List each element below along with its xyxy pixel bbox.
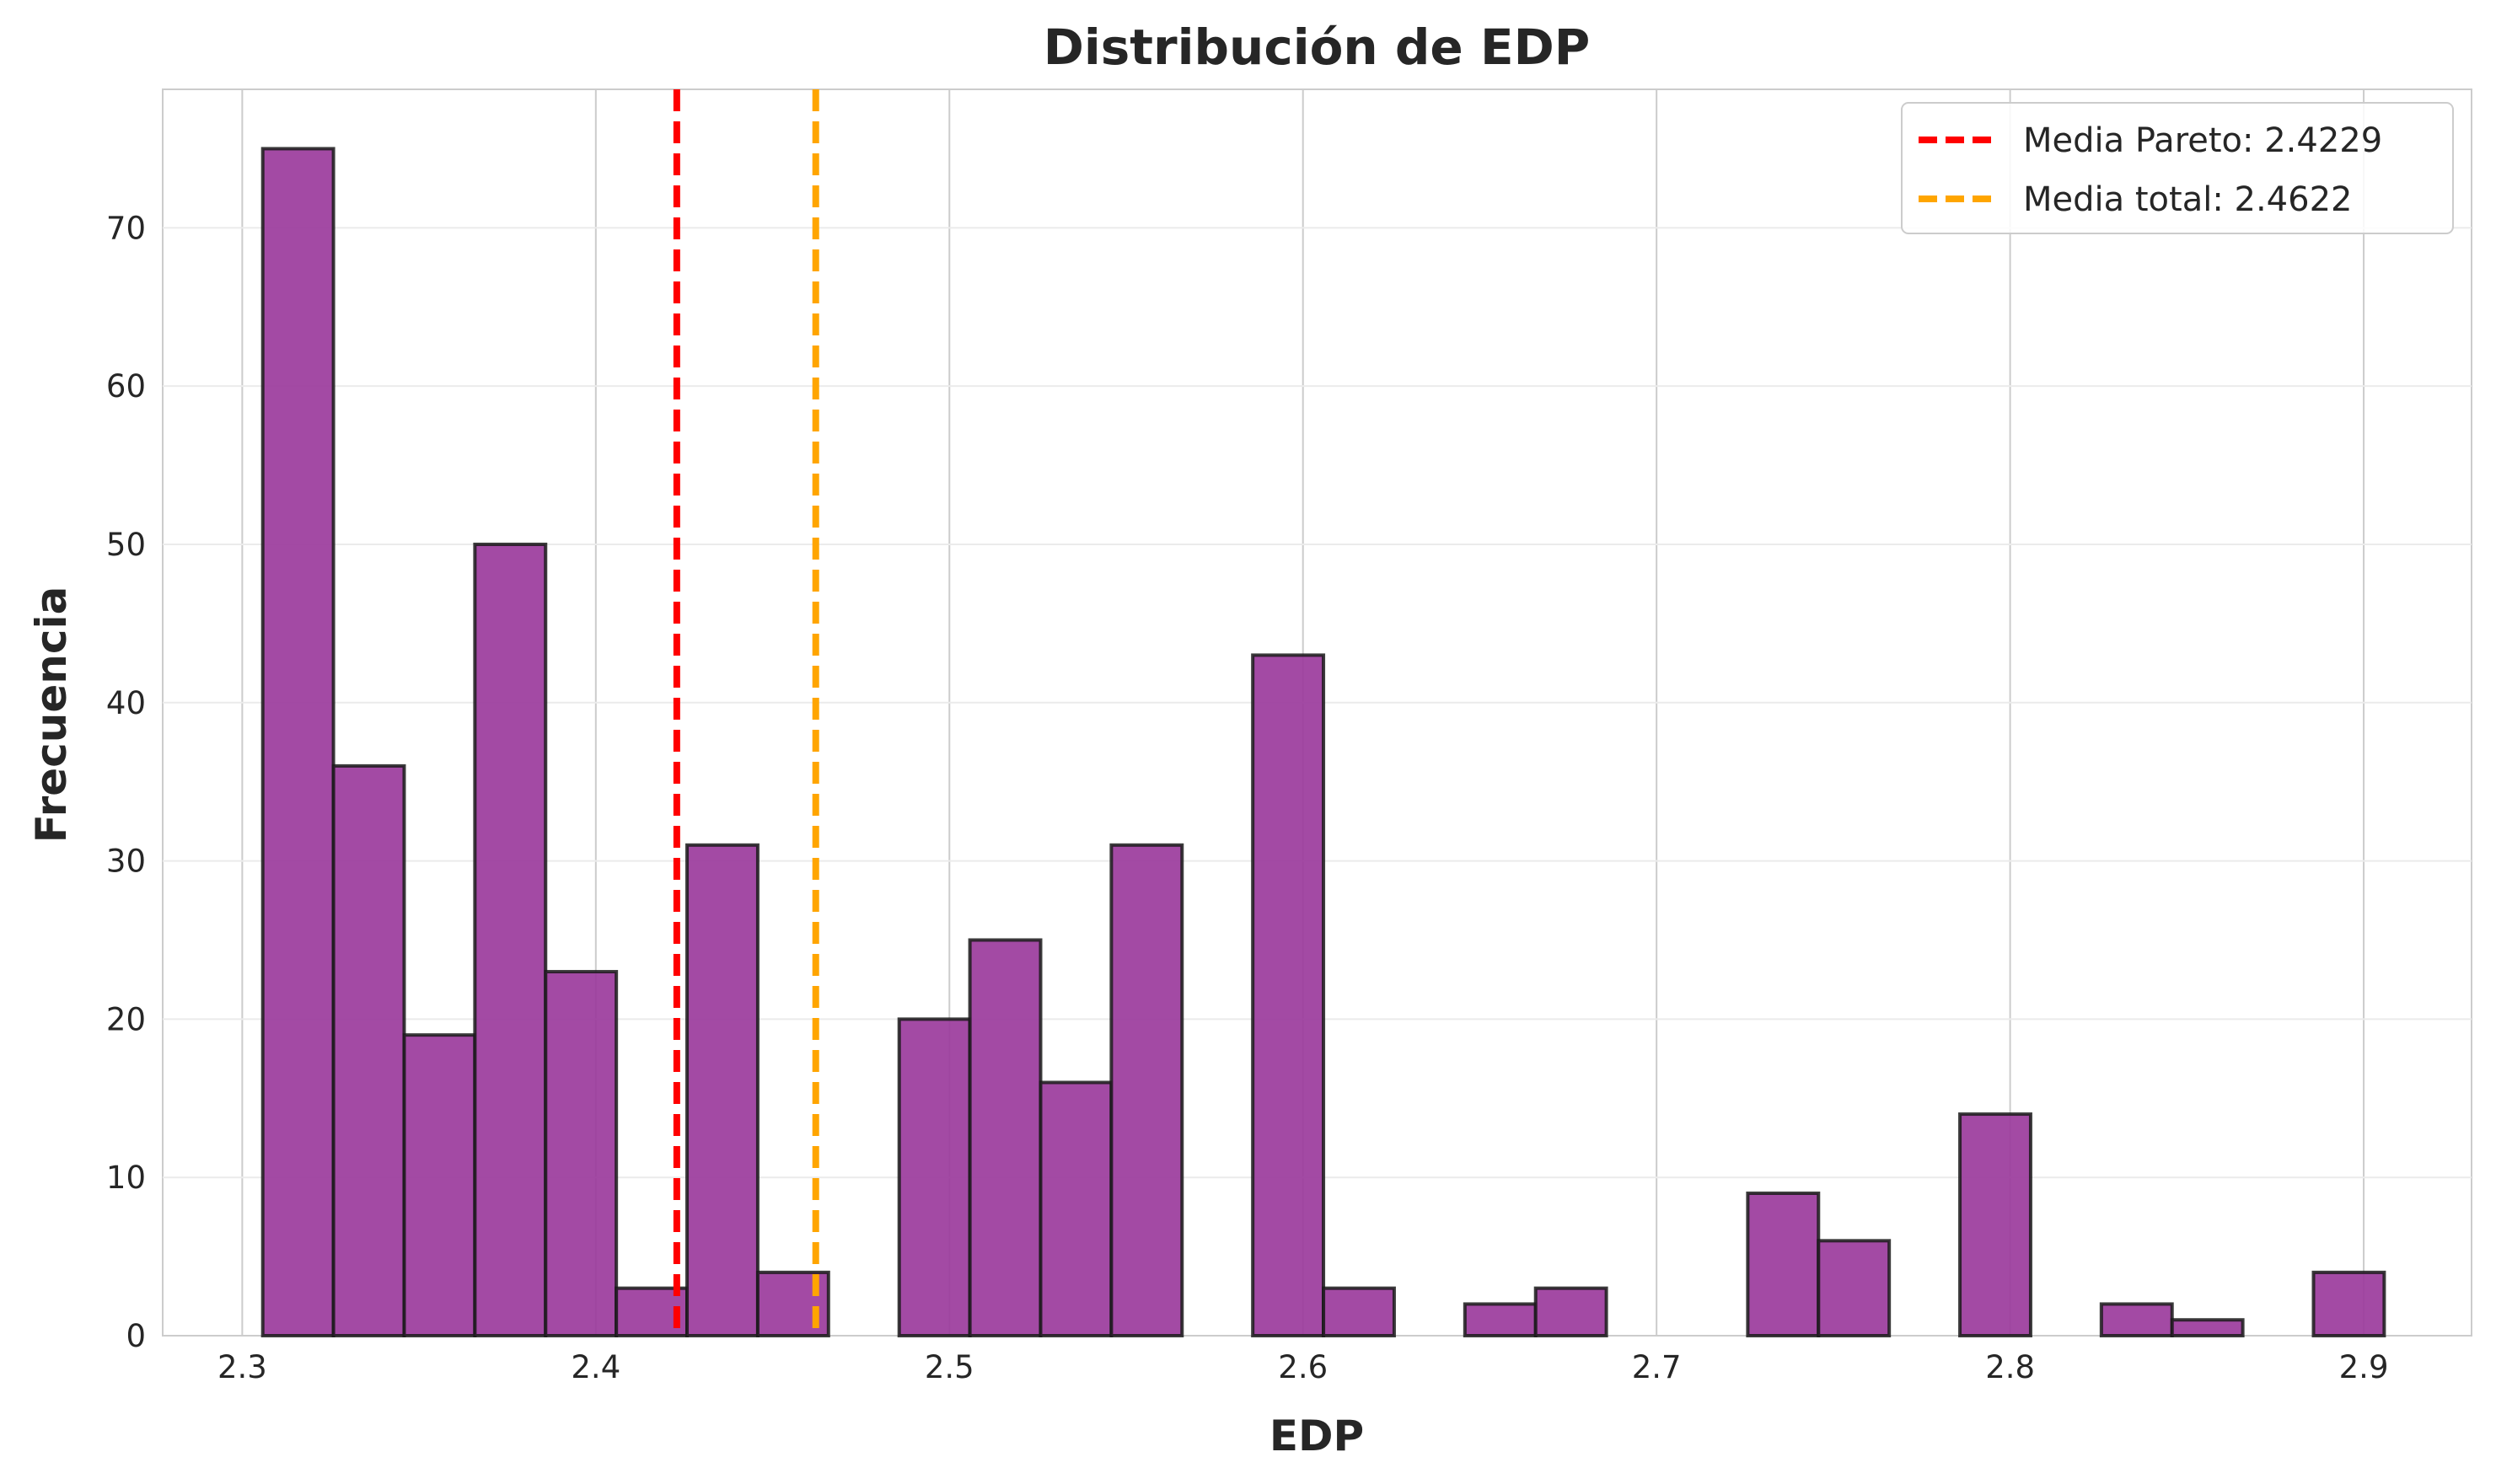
histogram-bar-12: [1109, 843, 1184, 1337]
x-tick-label-1: 2.4: [571, 1349, 620, 1385]
histogram-bars: [260, 147, 2386, 1338]
legend-box: [1901, 102, 2454, 234]
histogram-bar-10: [968, 938, 1043, 1337]
x-tick-label-5: 2.8: [1985, 1349, 2035, 1385]
legend-label-total: Media total: 2.4622: [2023, 180, 2352, 219]
histogram-bar-22: [1817, 1239, 1892, 1338]
y-tick-label-5: 50: [106, 527, 146, 563]
y-axis-label: Frecuencia: [27, 587, 76, 844]
y-tick-label-1: 10: [106, 1160, 146, 1196]
histogram-bar-15: [1322, 1286, 1396, 1337]
x-tick-label-3: 2.6: [1278, 1349, 1328, 1385]
y-tick-label-4: 40: [106, 685, 146, 721]
y-tick-label-0: 0: [126, 1318, 146, 1354]
y-tick-label-6: 60: [106, 368, 146, 404]
x-tick-label-2: 2.5: [925, 1349, 974, 1385]
histogram-bar-11: [1039, 1080, 1114, 1337]
y-tick-label-7: 70: [106, 210, 146, 246]
y-axis-ticks: 0 10 20 30 40 50 60 70: [106, 210, 146, 1354]
histogram-bar-4: [544, 970, 619, 1337]
histogram-bar-9: [897, 1017, 972, 1338]
y-tick-label-3: 30: [106, 844, 146, 880]
x-tick-label-0: 2.3: [217, 1349, 267, 1385]
legend-label-pareto: Media Pareto: 2.4229: [2023, 121, 2382, 160]
x-axis-label: EDP: [1269, 1412, 1364, 1460]
y-tick-label-2: 20: [106, 1001, 146, 1037]
histogram-bar-14: [1251, 653, 1326, 1337]
x-tick-label-4: 2.7: [1632, 1349, 1682, 1385]
reference-lines: [673, 89, 819, 1336]
histogram-bar-0: [260, 147, 335, 1337]
histogram-bar-6: [685, 843, 760, 1337]
histogram-bar-1: [331, 763, 406, 1337]
histogram-bar-18: [1533, 1286, 1608, 1337]
histogram-bar-3: [473, 542, 548, 1337]
histogram-bar-27: [2170, 1318, 2245, 1337]
histogram-bar-21: [1746, 1191, 1821, 1337]
histogram-bar-29: [2311, 1270, 2386, 1338]
histogram-bar-26: [2099, 1302, 2174, 1338]
chart-title: Distribución de EDP: [1044, 19, 1590, 76]
histogram-bar-2: [402, 1033, 477, 1337]
histogram-bar-24: [1958, 1112, 2032, 1337]
x-tick-label-6: 2.9: [2339, 1349, 2389, 1385]
legend: Media Pareto: 2.4229 Media total: 2.4622: [1901, 102, 2454, 234]
x-axis-ticks: 2.3 2.4 2.5 2.6 2.7 2.8 2.9: [217, 1349, 2389, 1385]
histogram-bar-17: [1463, 1302, 1538, 1338]
